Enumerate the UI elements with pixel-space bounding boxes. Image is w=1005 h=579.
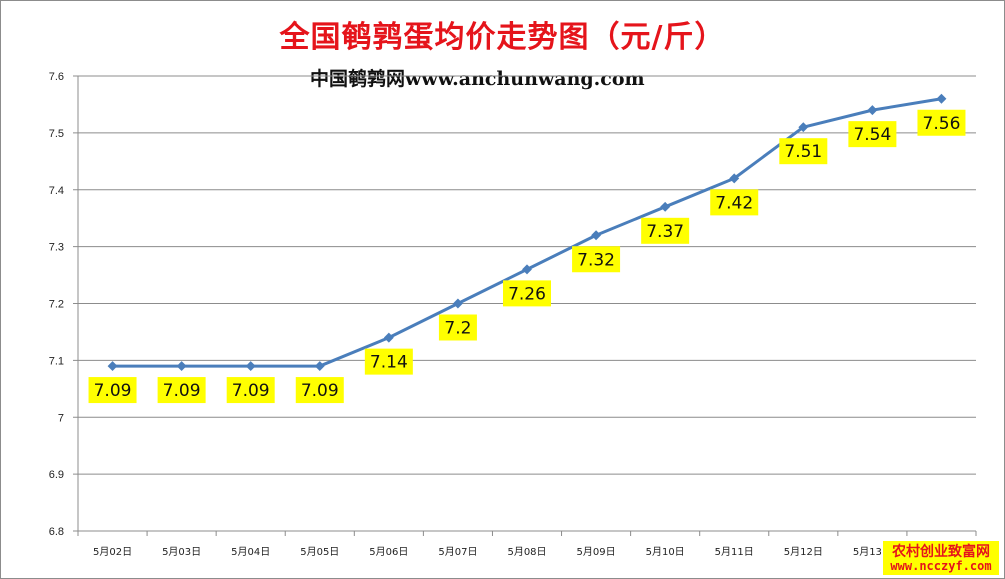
x-tick-label: 5月05日 <box>300 546 339 558</box>
data-label-bg <box>226 377 275 404</box>
data-point-marker <box>107 361 118 372</box>
x-tick-label: 5月03日 <box>162 546 201 558</box>
x-tick-label: 5月13日 <box>853 546 892 558</box>
data-point-marker <box>591 230 602 241</box>
data-label: 7.09 <box>94 381 132 401</box>
y-tick-label: 7 <box>58 412 64 424</box>
data-label-bg <box>710 189 759 216</box>
data-point-marker <box>383 332 394 343</box>
series <box>107 93 947 372</box>
y-tick-label: 7.5 <box>49 128 64 140</box>
data-point-marker <box>314 361 325 372</box>
data-label: 7.26 <box>508 284 546 304</box>
y-tick-label: 7.3 <box>49 242 64 254</box>
data-label-bg <box>364 348 413 375</box>
data-label-bg <box>157 377 206 404</box>
chart-title: 全国鹌鹑蛋均价走势图（元/斤） <box>279 20 726 55</box>
data-point-marker <box>522 264 532 275</box>
data-labels: 7.09 7.09 7.09 7.09 7.14 7.2 7.26 7.32 7.37 7.42 7… <box>88 109 966 404</box>
data-label: 7.14 <box>370 353 408 373</box>
x-axis-ticks: 5月02日 5月03日 5月04日 5月05日 5月06日 5月07日 5月08日 5月09日… <box>93 546 961 558</box>
data-label: 7.09 <box>301 381 339 401</box>
y-tick-label: 7.1 <box>49 355 64 367</box>
watermark-line2: www.ncczyf.com <box>890 559 992 573</box>
x-tick-label: 5月12日 <box>784 546 823 558</box>
data-point-marker <box>729 173 740 184</box>
data-label-bg <box>917 109 966 136</box>
watermark: 农村创业致富网 www.ncczyf.com <box>883 541 999 575</box>
y-tick-label: 7.6 <box>49 71 64 83</box>
data-label-bg <box>641 217 690 244</box>
watermark-line1: 农村创业致富网 <box>892 544 990 560</box>
data-label-bg <box>503 280 551 307</box>
data-label-bg <box>295 377 344 404</box>
y-tick-label: 6.8 <box>49 526 64 538</box>
x-tick-label: 5月04日 <box>231 546 270 558</box>
data-label: 7.37 <box>646 222 684 242</box>
y-tick-label: 7.4 <box>49 185 64 197</box>
x-tick-label: 5月07日 <box>438 546 477 558</box>
data-point-marker <box>660 201 671 212</box>
data-point-marker <box>245 361 256 372</box>
data-point-marker <box>176 361 187 372</box>
axes <box>73 75 977 536</box>
data-point-marker <box>867 105 878 116</box>
data-label: 7.2 <box>444 319 471 339</box>
data-label: 7.54 <box>853 125 891 145</box>
data-label: 7.32 <box>577 250 615 270</box>
data-label-bg <box>88 377 137 404</box>
x-tick-label: 5月02日 <box>93 546 132 558</box>
y-tick-label: 7.2 <box>49 299 64 311</box>
x-tick-label: 5月08日 <box>507 546 546 558</box>
chart-subtitle: 中国鹌鹑网www.anchunwang.com <box>310 68 645 90</box>
data-label: 7.09 <box>232 381 270 401</box>
data-label-bg <box>438 314 477 341</box>
data-point-marker <box>798 122 809 133</box>
data-label: 7.51 <box>784 142 822 162</box>
data-point-marker <box>452 298 463 309</box>
data-label: 7.09 <box>163 381 201 401</box>
data-point-marker <box>936 93 947 104</box>
data-label: 7.42 <box>715 193 753 213</box>
data-label-bg <box>779 138 828 165</box>
data-label-bg <box>572 246 621 273</box>
data-label: 7.56 <box>923 114 961 134</box>
data-label-bg <box>848 121 897 148</box>
y-tick-label: 6.9 <box>49 469 64 481</box>
x-tick-label: 5月06日 <box>369 546 408 558</box>
x-tick-label: 5月10日 <box>646 546 685 558</box>
x-tick-label: 5月11日 <box>715 546 754 558</box>
x-tick-label: 5月09日 <box>577 546 616 558</box>
y-axis-ticks: 6.8 6.9 7 7.1 7.2 7.3 7.4 7.5 7.6 <box>49 71 64 538</box>
